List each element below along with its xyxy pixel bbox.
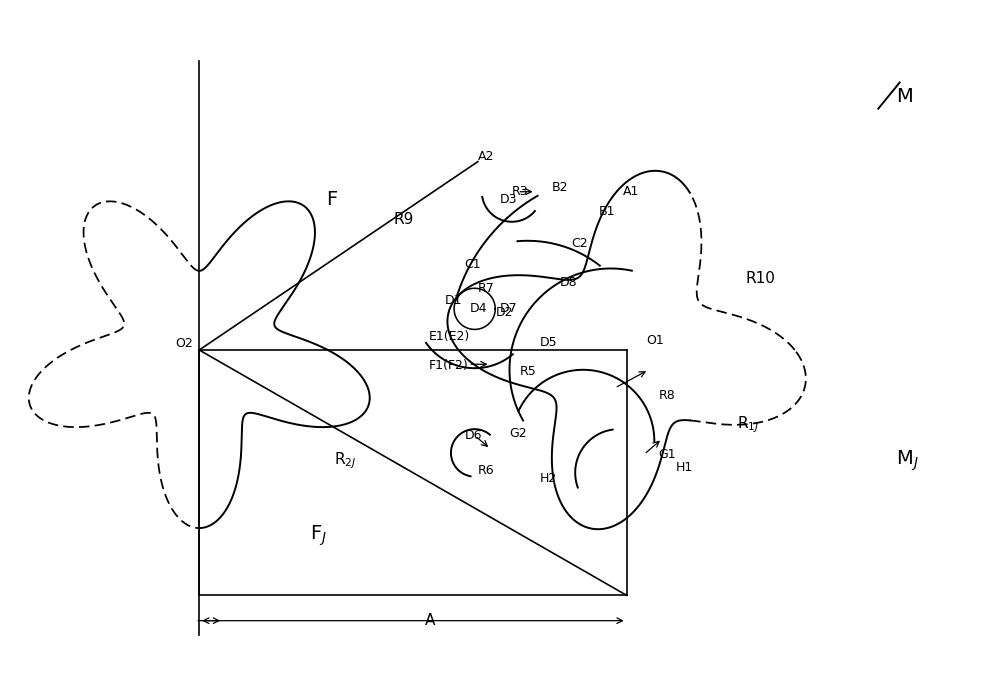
Text: B2: B2 <box>551 181 568 195</box>
Text: H2: H2 <box>540 472 557 484</box>
Text: G1: G1 <box>658 448 676 461</box>
Text: R9: R9 <box>393 212 414 227</box>
Text: F1(F2): F1(F2) <box>429 359 469 372</box>
Text: D4: D4 <box>470 302 487 315</box>
Text: F$_J$: F$_J$ <box>310 524 327 548</box>
Text: R$_{1J}$: R$_{1J}$ <box>737 415 760 435</box>
Text: D3: D3 <box>500 193 518 206</box>
Text: D1: D1 <box>445 295 462 307</box>
Text: R6: R6 <box>478 464 494 477</box>
Text: D2: D2 <box>496 305 514 318</box>
Text: D6: D6 <box>464 429 482 442</box>
Text: A2: A2 <box>478 150 494 162</box>
Text: C1: C1 <box>464 258 481 271</box>
Text: E1(E2): E1(E2) <box>429 330 470 343</box>
Text: R10: R10 <box>745 272 775 286</box>
Text: A1: A1 <box>623 186 639 198</box>
Text: M: M <box>896 88 912 106</box>
Text: O2: O2 <box>176 337 193 350</box>
Text: R8: R8 <box>658 389 675 402</box>
Text: D8: D8 <box>559 276 577 289</box>
Text: B1: B1 <box>599 205 615 218</box>
Text: R$_{2J}$: R$_{2J}$ <box>334 451 356 471</box>
Text: M$_J$: M$_J$ <box>896 449 918 473</box>
Text: C2: C2 <box>571 237 588 250</box>
Text: F: F <box>326 190 337 209</box>
Text: R5: R5 <box>520 365 537 378</box>
Text: R3: R3 <box>512 186 528 198</box>
Text: O1: O1 <box>646 334 664 347</box>
Text: H1: H1 <box>676 461 693 474</box>
Text: A: A <box>425 613 435 628</box>
Text: R7: R7 <box>478 282 495 295</box>
Text: D5: D5 <box>540 335 557 349</box>
Text: G2: G2 <box>509 426 527 440</box>
Text: D7: D7 <box>500 302 518 315</box>
